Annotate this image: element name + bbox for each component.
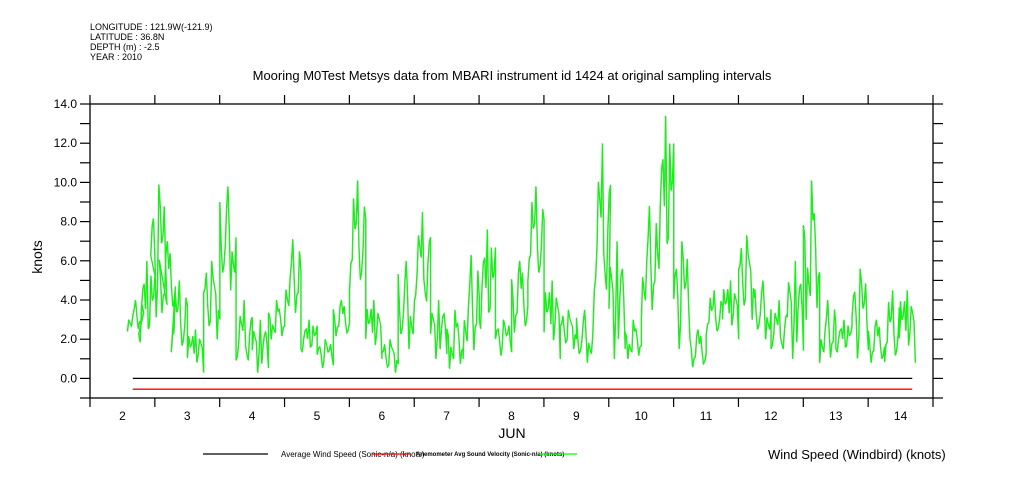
x-tick-label: 3 bbox=[184, 409, 191, 423]
x-tick-label: 14 bbox=[894, 409, 908, 423]
plot-frame bbox=[89, 103, 934, 399]
y-tick-label: 8.0 bbox=[60, 215, 77, 229]
x-axis-label: JUN bbox=[498, 425, 525, 441]
legend-label-anemometer: Anemometer Avg Sound Velocity (Sonic-n/a… bbox=[416, 452, 564, 458]
x-tick-label: 5 bbox=[314, 409, 321, 423]
x-tick-label: 6 bbox=[378, 409, 385, 423]
y-tick-label: 2.0 bbox=[60, 332, 77, 346]
x-tick-label: 9 bbox=[573, 409, 580, 423]
year-label: YEAR : 2010 bbox=[90, 52, 142, 62]
windbird-series-line bbox=[126, 115, 916, 373]
x-tick-label: 13 bbox=[829, 409, 843, 423]
depth-label: DEPTH (m) : -2.5 bbox=[90, 42, 160, 52]
y-tick-label: 10.0 bbox=[54, 175, 78, 189]
plot-area bbox=[126, 115, 917, 390]
y-axis-label: knots bbox=[29, 240, 45, 273]
legend: Average Wind Speed (Sonic-n/a) (knots) A… bbox=[203, 447, 946, 462]
y-tick-label: 14.0 bbox=[54, 97, 78, 111]
legend-label-average-wind-speed: Average Wind Speed (Sonic-n/a) (knots) bbox=[281, 450, 425, 459]
latitude-label: LATITUDE : 36.8N bbox=[90, 32, 164, 42]
metadata-block: LONGITUDE : 121.9W(-121.9) LATITUDE : 36… bbox=[90, 22, 213, 62]
y-tick-label: 4.0 bbox=[60, 293, 77, 307]
y-tick-label: 0.0 bbox=[60, 371, 77, 385]
x-tick-label: 10 bbox=[635, 409, 649, 423]
y-tick-label: 6.0 bbox=[60, 254, 77, 268]
x-tick-label: 11 bbox=[700, 409, 713, 423]
longitude-label: LONGITUDE : 121.9W(-121.9) bbox=[90, 22, 213, 32]
windbird-underlay-line bbox=[127, 116, 917, 374]
legend-label-windbird: Wind Speed (Windbird) (knots) bbox=[768, 447, 946, 462]
x-tick-label: 12 bbox=[764, 409, 778, 423]
x-tick-label: 2 bbox=[119, 409, 126, 423]
x-tick-label: 4 bbox=[249, 409, 256, 423]
x-tick-label: 7 bbox=[443, 409, 450, 423]
axes: 2 3 4 5 6 7 8 9 10 11 12 13 14 0.0 2.0 4.0 6.0 8.0 10.0 12.… bbox=[54, 95, 943, 423]
chart-title: Mooring M0Test Metsys data from MBARI in… bbox=[253, 68, 772, 83]
y-tick-label: 12.0 bbox=[54, 136, 78, 150]
x-tick-label: 8 bbox=[508, 409, 515, 423]
